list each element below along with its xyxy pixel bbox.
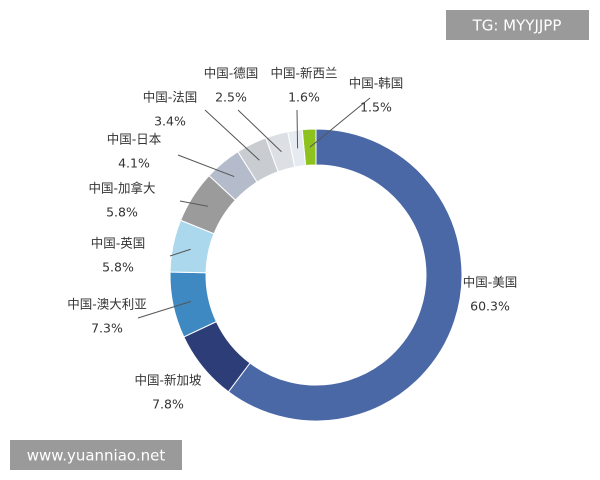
slice-label: 中国-新西兰 xyxy=(270,66,337,81)
leader-line xyxy=(296,109,299,149)
slice-label: 中国-英国 xyxy=(91,236,146,251)
leader-line xyxy=(137,301,191,319)
leader-line xyxy=(169,248,191,257)
slice-label: 中国-法国 xyxy=(143,90,198,105)
value-label: 1.5% xyxy=(360,100,392,115)
value-label: 4.1% xyxy=(118,156,150,171)
slice-label: 中国-韩国 xyxy=(349,76,404,91)
watermark: www.yuanniao.net xyxy=(27,447,166,465)
watermark-box xyxy=(446,10,589,40)
value-label: 7.3% xyxy=(91,321,123,336)
leader-line xyxy=(237,109,282,153)
value-label: 1.6% xyxy=(288,90,320,105)
value-label: 5.8% xyxy=(106,205,138,220)
value-label: 2.5% xyxy=(215,90,247,105)
donut-slice xyxy=(227,128,463,422)
donut-slice xyxy=(301,128,317,167)
leader-line xyxy=(204,109,260,161)
leader-line xyxy=(309,97,371,148)
watermark: TG: MYYJJPP xyxy=(472,17,562,35)
slice-label: 中国-新加坡 xyxy=(134,373,202,388)
leader-line xyxy=(179,200,209,207)
slice-label: 中国-美国 xyxy=(463,275,518,290)
slice-label: 中国-澳大利亚 xyxy=(67,297,147,312)
watermark-box xyxy=(10,440,182,470)
value-label: 5.8% xyxy=(102,260,134,275)
leader-line xyxy=(177,154,235,178)
slice-label: 中国-日本 xyxy=(107,132,162,147)
value-label: 7.8% xyxy=(152,397,184,412)
value-label: 60.3% xyxy=(470,299,510,314)
slice-label: 中国-德国 xyxy=(204,66,259,81)
slice-label: 中国-加拿大 xyxy=(88,181,155,196)
value-label: 3.4% xyxy=(154,114,186,129)
